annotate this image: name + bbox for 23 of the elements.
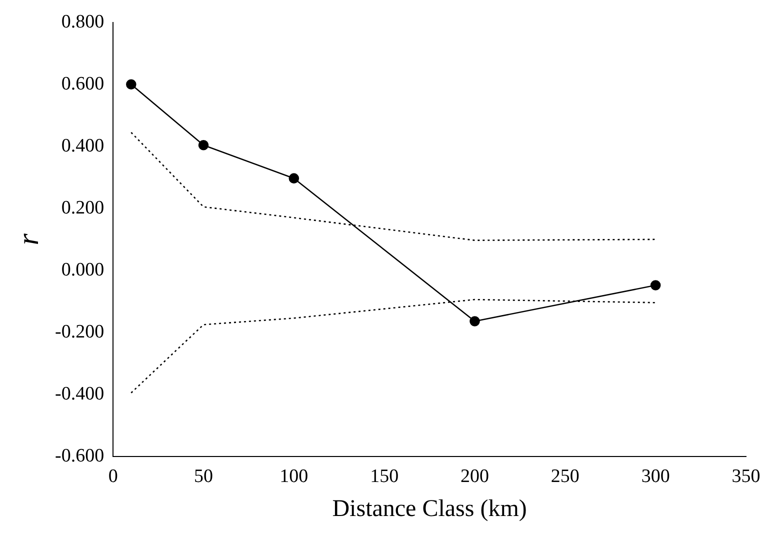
y-tick-label: -0.600	[55, 445, 104, 466]
x-tick-label: 200	[460, 466, 489, 487]
y-tick-label: -0.200	[55, 321, 104, 342]
y-tick-label: 0.000	[61, 259, 104, 280]
point	[650, 280, 661, 290]
x-tick-label: 300	[641, 466, 670, 487]
point	[288, 173, 300, 184]
y-tick-label: 0.400	[61, 135, 104, 156]
y-tick-label: 0.800	[61, 11, 104, 32]
y-tick-label: 0.200	[61, 197, 104, 218]
y-tick-label: -0.400	[55, 383, 104, 404]
x-axis-title: Distance Class (km)	[332, 496, 527, 522]
x-tick-label: 0	[108, 466, 118, 487]
x-tick-label: 350	[732, 466, 760, 487]
x-tick-label: 100	[280, 466, 308, 487]
x-tick-label: 150	[370, 466, 399, 487]
y-tick-label: 0.600	[61, 73, 104, 94]
x-tick-label: 250	[550, 466, 580, 487]
y-axis-title: r	[12, 233, 45, 246]
point	[198, 140, 209, 150]
x-tick-label: 50	[194, 466, 213, 487]
point	[126, 79, 136, 90]
point	[470, 316, 480, 326]
